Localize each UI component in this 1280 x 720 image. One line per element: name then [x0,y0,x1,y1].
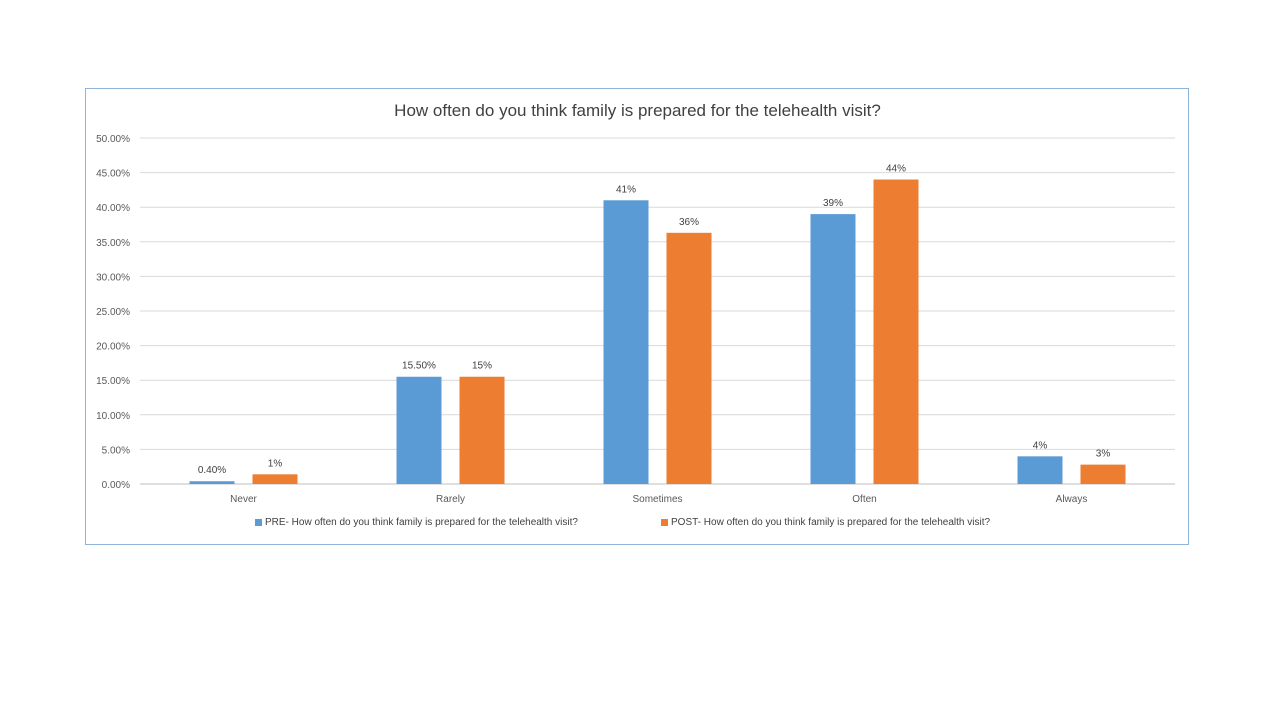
bar-pre [1017,456,1063,484]
y-tick-label: 0.00% [102,480,130,491]
y-tick-label: 20.00% [96,342,130,353]
legend-swatch-post [661,519,668,526]
data-label: 39% [823,198,843,209]
bar-pre [189,481,235,484]
x-tick-label: Never [230,494,257,505]
bar-post [459,376,505,484]
legend-label-pre: PRE- How often do you think family is pr… [265,517,578,528]
chart-title: How often do you think family is prepare… [394,101,881,120]
data-label: 36% [679,217,699,228]
legend-item-post: POST- How often do you think family is p… [661,517,990,528]
data-label: 1% [268,458,283,469]
y-tick-label: 10.00% [96,411,130,422]
data-label: 44% [886,164,906,175]
legend-swatch-pre [255,519,262,526]
y-tick-label: 25.00% [96,307,130,318]
bar-post [252,474,298,484]
x-tick-label: Rarely [436,494,465,505]
legend-label-post: POST- How often do you think family is p… [671,517,991,528]
x-tick-label: Always [1056,494,1088,505]
y-tick-label: 5.00% [102,445,130,456]
y-tick-label: 45.00% [96,169,130,180]
y-tick-label: 40.00% [96,203,130,214]
data-label: 41% [616,184,636,195]
y-tick-label: 35.00% [96,238,130,249]
bar-post [666,232,712,484]
data-label: 4% [1033,440,1048,451]
y-tick-label: 30.00% [96,272,130,283]
data-label: 15% [472,361,492,372]
legend-item-pre: PRE- How often do you think family is pr… [255,517,578,528]
data-label: 3% [1096,449,1111,460]
bar-pre [396,376,442,484]
bar-post [1080,464,1126,484]
bar-post [873,179,919,484]
x-tick-label: Sometimes [632,494,682,505]
data-label: 0.40% [198,465,226,476]
data-label: 15.50% [402,361,436,372]
bar-pre [603,200,649,484]
y-tick-label: 15.00% [96,376,130,387]
y-tick-label: 50.00% [96,134,130,145]
x-tick-label: Often [852,494,876,505]
bar-pre [810,214,856,484]
